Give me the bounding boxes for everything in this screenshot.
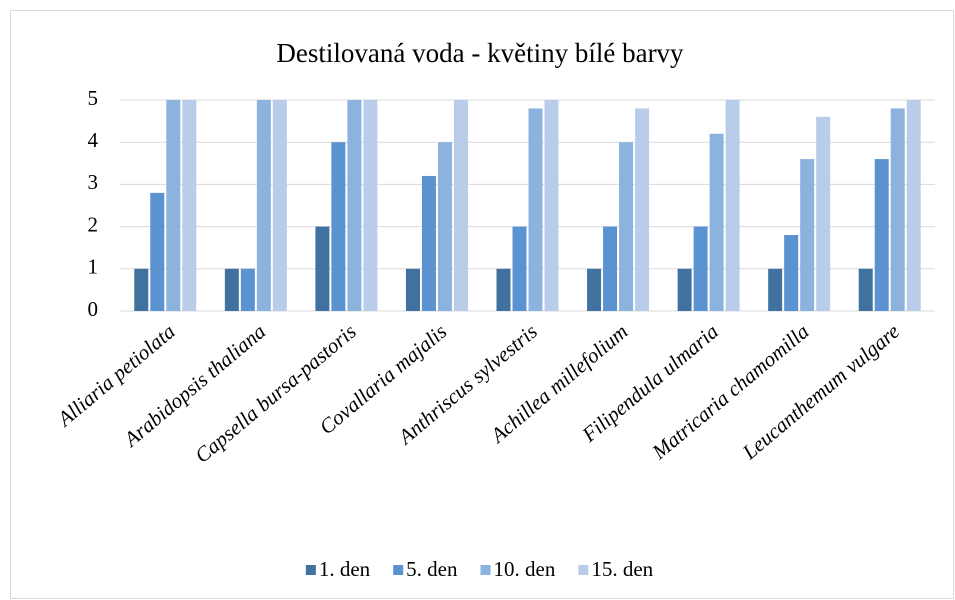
bar xyxy=(224,268,239,311)
bar xyxy=(709,133,724,311)
bar xyxy=(800,159,815,311)
bar xyxy=(677,268,692,311)
bar xyxy=(421,175,436,311)
bar xyxy=(858,268,873,311)
bar xyxy=(619,142,634,311)
bar xyxy=(256,100,271,311)
legend-label: 1. den xyxy=(319,557,371,581)
bar xyxy=(453,100,468,311)
y-tick-label: 5 xyxy=(88,86,99,110)
legend-swatch xyxy=(578,565,589,575)
bar xyxy=(512,226,527,311)
y-tick-label: 3 xyxy=(88,170,99,194)
bar xyxy=(784,235,799,311)
legend-label: 15. den xyxy=(591,557,653,581)
bar xyxy=(182,100,197,311)
bar xyxy=(635,108,650,311)
bar xyxy=(544,100,559,311)
bar xyxy=(693,226,708,311)
bar xyxy=(874,159,889,311)
legend-swatch xyxy=(393,565,404,575)
bar xyxy=(150,192,165,311)
bar xyxy=(240,268,255,311)
bar xyxy=(331,142,346,311)
chart-title: Destilovaná voda - květiny bílé barvy xyxy=(276,38,684,68)
legend-swatch xyxy=(480,565,491,575)
bar xyxy=(816,116,831,311)
bar xyxy=(272,100,287,311)
bar xyxy=(768,268,783,311)
bar xyxy=(587,268,602,311)
legend-label: 10. den xyxy=(494,557,556,581)
y-tick-label: 4 xyxy=(88,128,99,152)
bar xyxy=(405,268,420,311)
y-tick-label: 1 xyxy=(88,255,99,279)
bar xyxy=(496,268,511,311)
y-tick-label: 2 xyxy=(88,212,99,236)
legend-label: 5. den xyxy=(406,557,458,581)
bar xyxy=(437,142,452,311)
bar xyxy=(166,100,181,311)
bar xyxy=(315,226,330,311)
bar xyxy=(363,100,378,311)
bar xyxy=(725,100,740,311)
bar xyxy=(906,100,921,311)
bar xyxy=(347,100,362,311)
legend-swatch xyxy=(305,565,316,575)
bar xyxy=(134,268,149,311)
bar xyxy=(890,108,905,311)
bar xyxy=(528,108,543,311)
bar xyxy=(603,226,618,311)
y-tick-label: 0 xyxy=(88,297,99,321)
